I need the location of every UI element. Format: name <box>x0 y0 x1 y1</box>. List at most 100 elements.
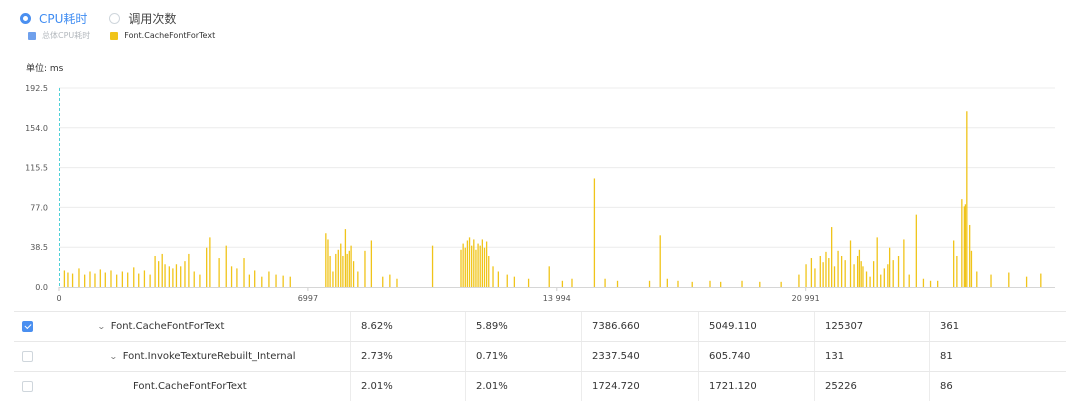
table-cell: 605.740 <box>698 342 814 371</box>
table-row[interactable]: ⌄ Font.CacheFontForText 8.62% 5.89% 7386.… <box>14 312 1066 342</box>
row-checkbox[interactable] <box>22 321 33 332</box>
chart-bar <box>110 270 112 287</box>
y-tick-label: 77.0 <box>30 203 48 212</box>
y-tick-label: 115.5 <box>25 164 48 173</box>
chart-bar <box>970 250 973 287</box>
chart-bar <box>990 274 992 287</box>
chart-bar <box>154 255 156 287</box>
chart-bar <box>1025 276 1028 287</box>
cpu-time-chart[interactable]: 0.0 38.5 77.0 115.5 154.0 192.5 0 6997 13 994 20… <box>0 80 1080 306</box>
chart-bar <box>956 255 958 287</box>
chart-bar <box>840 255 843 287</box>
chart-bar <box>193 271 195 287</box>
chevron-down-icon[interactable]: ⌄ <box>108 352 118 361</box>
table-cell: 2.01% <box>350 372 465 401</box>
y-tick-label: 38.5 <box>30 243 48 252</box>
cpu-time-label[interactable]: CPU耗时 <box>39 11 88 26</box>
x-tick-label: 6997 <box>298 294 318 303</box>
chart-bar <box>961 199 963 287</box>
chart-bar <box>860 261 862 287</box>
chart-bar <box>209 237 211 287</box>
chart-bar <box>922 278 925 287</box>
table-row[interactable]: Font.CacheFontForText 2.01% 2.01% 1724.7… <box>14 372 1066 401</box>
call-count-radio[interactable] <box>109 12 121 24</box>
chart-bar <box>67 272 69 287</box>
chart-bar <box>963 206 965 287</box>
chart-bar <box>822 262 824 287</box>
legend-label-total-cpu: 总体CPU耗时 <box>42 31 91 40</box>
row-checkbox[interactable] <box>22 351 33 362</box>
chart-bar <box>370 240 373 287</box>
legend-item-total-cpu[interactable]: 总体CPU耗时 <box>28 30 90 41</box>
chart-bar <box>677 280 679 287</box>
chart-bar <box>872 261 875 287</box>
chart-bar <box>78 268 80 287</box>
chevron-down-icon[interactable]: ⌄ <box>96 322 106 331</box>
chart-bar <box>616 280 619 287</box>
chart-bar <box>149 274 151 287</box>
function-name-cell: Font.CacheFontForText <box>50 372 350 401</box>
chart-bar <box>382 276 384 287</box>
chart-bar <box>892 260 894 287</box>
chart-bar <box>342 255 344 287</box>
chart-bar <box>127 272 129 287</box>
chart-bar <box>571 278 573 287</box>
chart-bar <box>876 237 878 287</box>
chart-bar <box>268 271 270 287</box>
chart-bar <box>396 278 398 287</box>
table-cell: 81 <box>929 342 1066 371</box>
function-table: ⌄ Font.CacheFontForText 8.62% 5.89% 7386.… <box>14 311 1066 401</box>
chart-bar <box>825 251 827 287</box>
chart-bar <box>188 253 190 287</box>
chart-bar <box>218 258 220 287</box>
chart-bar <box>709 280 711 287</box>
table-cell: 361 <box>929 312 1066 341</box>
chart-bar <box>720 281 722 287</box>
chart-bar <box>172 268 174 287</box>
chart-bar <box>116 274 118 287</box>
chart-bar <box>887 264 889 287</box>
table-cell: 131 <box>814 342 929 371</box>
chart-bar <box>254 270 256 287</box>
x-tick-label: 0 <box>56 294 61 303</box>
table-cell: 7386.660 <box>581 312 698 341</box>
chart-bar <box>477 243 479 287</box>
chart-bar <box>805 264 807 287</box>
chart-bar <box>506 274 508 287</box>
function-name-cell: ⌄ Font.CacheFontForText <box>50 312 350 341</box>
table-cell: 8.62% <box>350 312 465 341</box>
table-cell: 2337.540 <box>581 342 698 371</box>
chart-bar <box>164 264 166 287</box>
chart-bar <box>780 281 782 287</box>
table-cell: 5049.110 <box>698 312 814 341</box>
chart-bar <box>929 280 932 287</box>
table-cell: 2.01% <box>465 372 581 401</box>
function-name-cell: ⌄ Font.InvokeTextureRebuilt_Internal <box>50 342 350 371</box>
chart-bar <box>903 239 905 287</box>
function-name: Font.CacheFontForText <box>133 381 247 392</box>
table-cell: 25226 <box>814 372 929 401</box>
cpu-time-radio[interactable] <box>20 12 31 24</box>
legend-item-cachefont[interactable]: Font.CacheFontForText <box>110 31 215 40</box>
chart-bar <box>561 280 564 287</box>
table-cell: 0.71% <box>465 342 581 371</box>
table-cell: 125307 <box>814 312 929 341</box>
chart-bar <box>99 269 101 287</box>
chart-bar <box>969 224 971 287</box>
call-count-label[interactable]: 调用次数 <box>128 11 177 26</box>
row-checkbox[interactable] <box>22 381 33 392</box>
chart-bar <box>143 270 146 287</box>
chart-bar <box>908 274 910 287</box>
chart-bar <box>133 267 135 287</box>
chart-bar <box>332 271 334 287</box>
chart-bar <box>966 111 968 288</box>
chart-bar <box>1008 272 1010 287</box>
chart-bar <box>104 272 106 287</box>
chart-bar <box>168 266 170 287</box>
chart-bar <box>659 235 661 287</box>
table-row[interactable]: ⌄ Font.InvokeTextureRebuilt_Internal 2.73… <box>14 342 1066 372</box>
chart-bar <box>350 245 352 287</box>
chart-bar <box>814 268 816 287</box>
chart-bar <box>883 268 885 287</box>
chart-bar <box>865 271 868 287</box>
